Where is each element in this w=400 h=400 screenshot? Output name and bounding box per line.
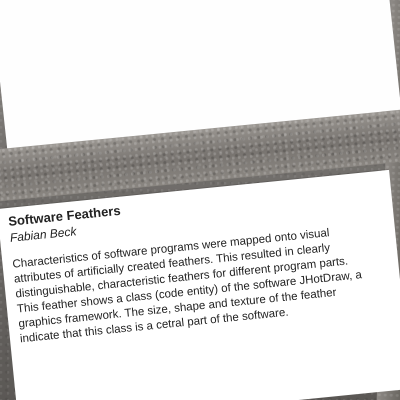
project-description: Characteristics of software programs wer… [12, 227, 363, 346]
info-content: Software Feathers Fabian Beck Characteri… [8, 177, 389, 347]
info-panel: Software Feathers Fabian Beck Characteri… [0, 169, 400, 400]
